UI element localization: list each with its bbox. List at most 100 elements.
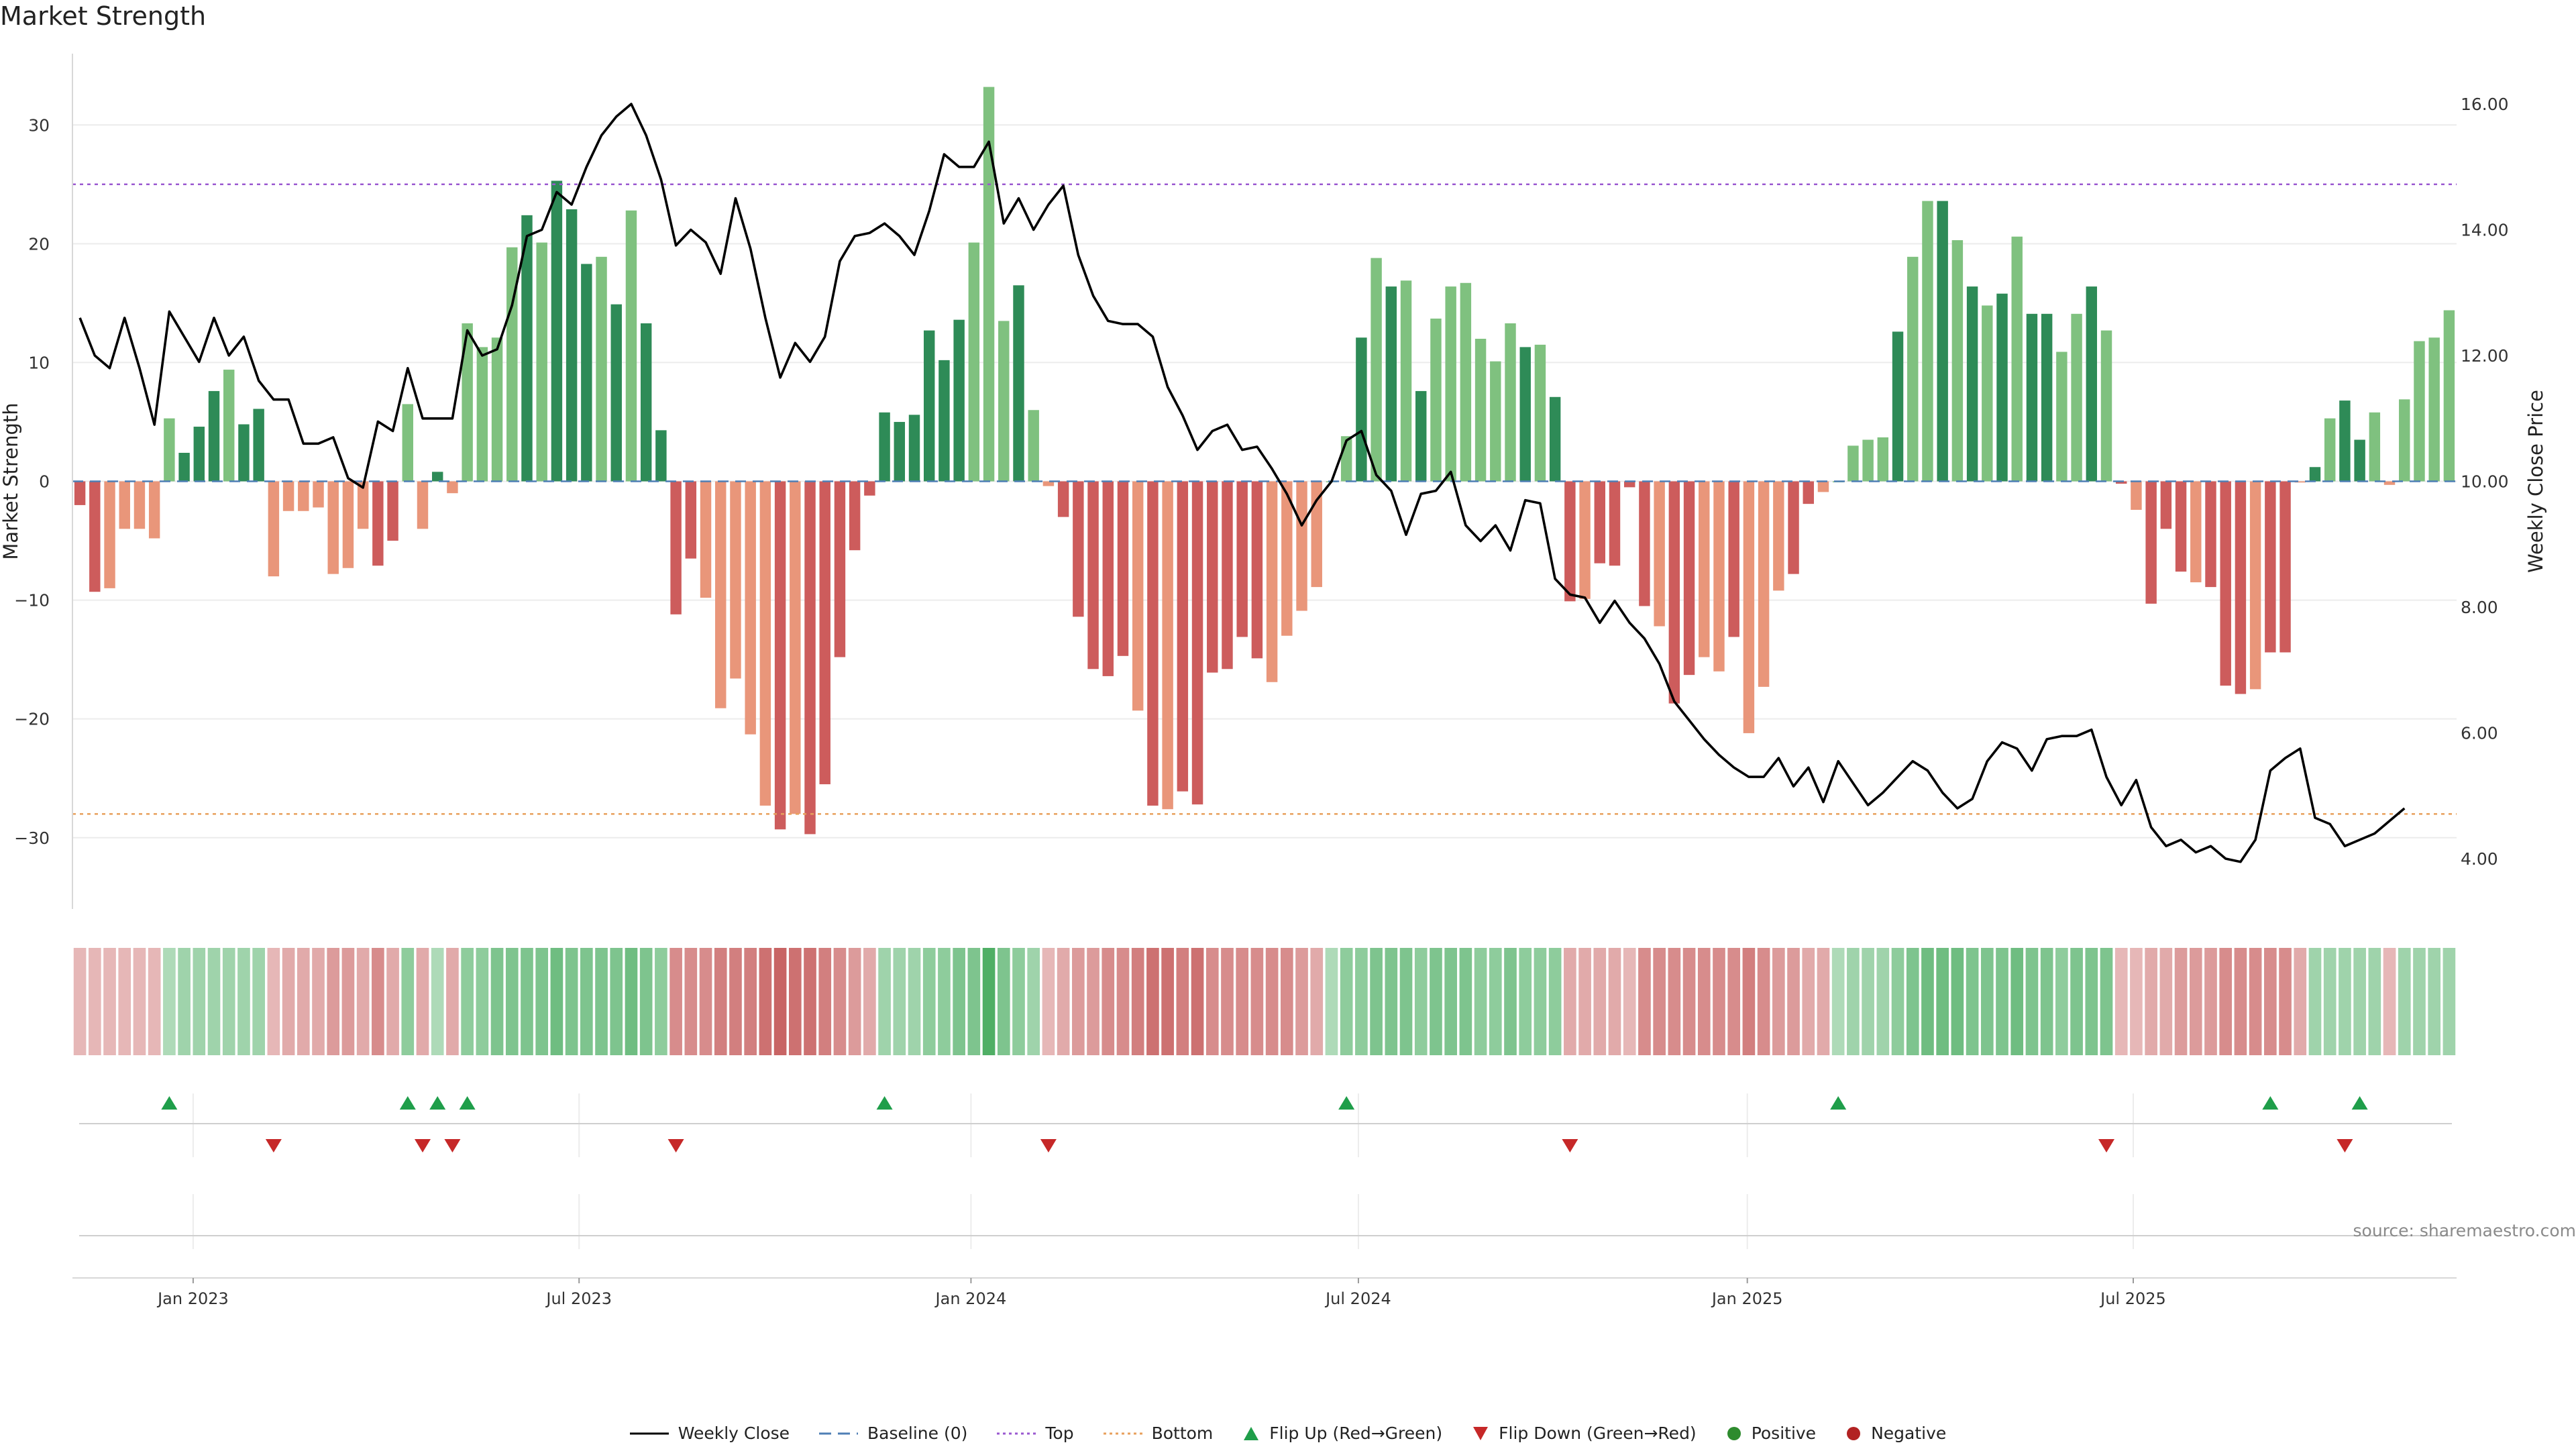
strength-strip-cell [1921,948,1934,1055]
strength-strip-cell [282,948,295,1055]
x-tick-label: Jul 2024 [1324,1289,1391,1308]
strength-strip-cell [505,948,519,1055]
strength-strip-cell [327,948,340,1055]
strength-bar [1951,240,1964,482]
legend-label: Positive [1751,1424,1817,1443]
strength-bar [208,390,220,482]
strength-strip-cell [1161,948,1174,1055]
strength-bar [1803,481,1814,504]
strength-bar [610,304,622,482]
legend-label: Bottom [1151,1424,1214,1443]
strength-heat-strip [73,948,2456,1055]
strength-strip-cell [580,948,593,1055]
legend-item-top[interactable]: Top [997,1424,1074,1443]
strength-bar [1564,481,1576,602]
strength-strip-cell [2279,948,2292,1055]
strength-bar [2056,352,2068,482]
strength-bar [774,481,786,830]
strength-bar [447,481,458,494]
strength-strip-cell [938,948,951,1055]
strength-strip-cell [490,948,504,1055]
strength-bars [74,87,2455,835]
strength-strip-cell [1534,948,1547,1055]
strength-strip-cell [848,948,861,1055]
strength-bar [506,247,518,482]
strength-bar [1713,481,1725,672]
flip-down-marker [265,1139,282,1152]
flip-down-marker [414,1139,431,1152]
strength-bar [2041,313,2053,482]
flip-up-marker [429,1096,446,1110]
strength-strip-cell [610,948,623,1055]
dashed-line-icon [819,1432,859,1434]
strength-strip-cell [595,948,608,1055]
strength-bar [1549,396,1561,482]
strength-strip-cell [2383,948,2396,1055]
strength-bar [148,481,160,539]
strength-bar [1639,481,1650,606]
strength-bar [1236,481,1248,637]
strength-strip-cell [1325,948,1338,1055]
strength-bar [417,481,429,529]
x-tick-label: Jul 2025 [2099,1289,2166,1308]
strength-bar [1758,481,1770,687]
strength-strip-cell [88,948,101,1055]
strength-bar [74,481,86,505]
strength-bar [700,481,712,598]
strength-bar [119,481,130,529]
legend-item-bottom[interactable]: Bottom [1103,1424,1214,1443]
circle-icon [1727,1426,1741,1440]
strength-bar [2205,481,2216,588]
strength-strip-cell [118,948,131,1055]
strength-bar [2279,481,2291,653]
strength-strip-cell [2085,948,2098,1055]
strength-strip-cell [818,948,832,1055]
strength-strip-cell [2234,948,2247,1055]
legend-item-weekly-close[interactable]: Weekly Close [629,1424,790,1443]
strength-strip-cell [401,948,415,1055]
strength-bar [908,415,920,482]
strength-strip-cell [1057,948,1070,1055]
strength-strip-cell [1772,948,1785,1055]
y-tick-label: 20 [28,234,50,254]
strength-bar [953,319,965,482]
strength-strip-cell [1116,948,1130,1055]
strength-strip-cell [431,948,444,1055]
strength-bar [2339,400,2351,482]
strength-bar [2428,337,2440,482]
legend-item-negative[interactable]: Negative [1845,1424,1946,1443]
legend-item-positive[interactable]: Positive [1726,1424,1816,1443]
strength-bar [640,323,652,482]
flip-down-marker [1040,1139,1057,1152]
strength-strip-cell [2025,948,2039,1055]
strength-strip-cell [1802,948,1815,1055]
legend-item-flip-down[interactable]: Flip Down (Green→Red) [1472,1424,1697,1443]
strength-strip-cell [2070,948,2083,1055]
strength-strip-cell [1265,948,1279,1055]
strength-strip-cell [639,948,653,1055]
strength-strip-cell [1697,948,1711,1055]
strength-strip-cell [2100,948,2113,1055]
strength-bar [1057,481,1069,517]
strength-strip-cell [1444,948,1457,1055]
strength-bar [1311,481,1322,588]
strength-strip-cell [2174,948,2188,1055]
strength-bar [1162,481,1173,810]
strength-bar [804,481,816,835]
strength-bar [1579,481,1591,599]
strength-bar [1519,347,1531,482]
y-tick-label: 0 [39,472,50,492]
strength-bar [2399,399,2410,482]
strength-strip-cell [1817,948,1830,1055]
strength-bar [924,330,935,482]
strength-strip-cell [1340,948,1353,1055]
legend-item-flip-up[interactable]: Flip Up (Red→Green) [1242,1424,1442,1443]
strength-strip-cell [655,948,667,1055]
strength-strip-cell [446,948,459,1055]
legend-item-baseline[interactable]: Baseline (0) [819,1424,967,1443]
legend-label: Weekly Close [678,1424,790,1443]
strength-strip-cell [1385,948,1398,1055]
solid-line-icon [629,1432,669,1434]
strength-strip-cell [476,948,489,1055]
strength-bar [1788,481,1799,574]
